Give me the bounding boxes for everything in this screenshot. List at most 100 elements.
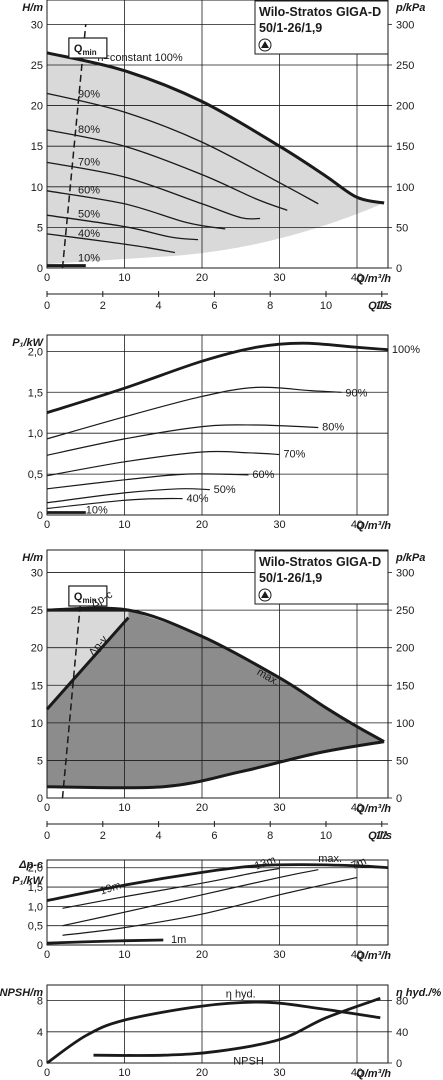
hq-control-y-tick: 0 [37,793,43,805]
hq-constant-label: 80% [78,124,100,136]
npsh-x-tick: 0 [44,1067,50,1079]
power-curve-70 [46,450,280,477]
power-y-tick: 0,5 [28,469,43,481]
hq-control-y-tick: 25 [31,605,43,617]
power-control-y-tick: 2,0 [28,863,43,875]
power-label: 90% [345,387,367,399]
hq-constant-x2-tick: 12 [376,300,388,312]
hq-constant-y-tick: 30 [31,19,43,31]
power-x-tick: 30 [273,519,285,531]
hq-constant-label: 90% [78,88,100,100]
hq-control-x-tick: 20 [196,802,208,814]
power-control-curve-13m [62,869,319,927]
hq-control-y-tick: 15 [31,680,43,692]
npsh-label-eta: η hyd. [226,988,256,1000]
hq-control-y-tick: 20 [31,643,43,655]
hq-constant-y-tick: 15 [31,141,43,153]
hq-control-y-tick: 10 [31,718,43,730]
hq-constant-xlabel: Q/m³/h [356,273,391,285]
power-control-ylabel-unit: P₁/kW [12,875,44,887]
npsh-y-tick: 8 [37,996,43,1008]
hq-control-x2-tick: 12 [376,830,388,842]
hq-control-qmin-box [68,585,108,607]
hq-constant-label: 40% [78,228,100,240]
hq-constant-x-tick: 40 [351,272,363,284]
hq-constant-y2-tick: 250 [396,60,414,72]
hq-control-x-tick: 0 [44,802,50,814]
power-curve-80 [46,424,319,456]
power-label: 60% [252,469,274,481]
power-control-frame [46,859,389,946]
hq-constant-label: n=constant 100% [97,52,183,64]
power-control-curve-7m [62,876,358,936]
hq-constant-y-tick: 5 [37,222,43,234]
hq-control-x2-tick: 6 [211,830,217,842]
power-label: 70% [283,449,305,461]
hq-control-x2-tick: 10 [320,830,332,842]
hq-constant-x2-tick: 10 [320,300,332,312]
power-control-y-tick: 1,0 [28,901,43,913]
hq-constant-x-tick: 0 [44,272,50,284]
power-label: 100% [392,344,420,356]
hq-control-title-box [254,550,389,605]
hq-control-curve-dpv [45,616,130,711]
hq-control-x2label: Q/l/s [368,830,392,842]
hq-constant-x2-tick: 2 [100,300,106,312]
hq-control-y-tick: 5 [37,755,43,767]
hq-control-qmin-line [61,587,83,799]
power-x-tick: 20 [196,519,208,531]
hq-constant-ylabel: H/m [22,2,43,14]
hq-constant-title-box [254,0,389,55]
hq-control-x2-tick: 4 [156,830,162,842]
power-label: 10% [86,504,108,516]
hq-control-wilo-triangle-icon [261,591,269,598]
hq-control-title-line2: 50/1-26/1,9 [259,571,322,585]
npsh-x-tick: 30 [273,1067,285,1079]
power-control-x-tick: 10 [118,949,130,961]
hq-control-x2-tick: 0 [44,830,50,842]
power-control-x-tick: 30 [273,949,285,961]
hq-constant-wilo-triangle-icon [261,41,269,48]
hq-control-y2-tick: 150 [396,680,414,692]
hq-control-x2-tick: 2 [100,830,106,842]
hq-constant-x-tick: 30 [273,272,285,284]
power-curve-40 [46,497,183,510]
power-label: 50% [214,484,236,496]
power-control-y-tick: 0,5 [28,921,43,933]
hq-constant-y2-tick: 100 [396,182,414,194]
hq-constant-title-line1: Wilo-Stratos GIGA-D [259,5,381,19]
npsh-y-tick: 0 [37,1058,43,1070]
hq-constant-y2-tick: 150 [396,141,414,153]
hq-control-x-tick: 30 [273,802,285,814]
hq-constant-y-tick: 25 [31,60,43,72]
power-control-label: 7m [349,855,368,872]
hq-control-x-tick: 10 [118,802,130,814]
hq-control-curve-min [46,740,385,790]
power-control-label: 19m [98,880,122,898]
hq-constant-x2-tick: 0 [44,300,50,312]
hq-constant-curve-90 [46,92,319,205]
power-y-tick: 1,5 [28,387,43,399]
power-control-label: 1m [171,934,186,946]
hq-control-xlabel: Q/m³/h [356,803,391,815]
hq-control-y2-tick: 100 [396,718,414,730]
hq-constant-curve-40 [46,233,176,254]
hq-constant-curve-80 [46,129,288,211]
npsh-xlabel: Q/m³/h [356,1068,391,1080]
power-control-y-tick: 0 [37,940,43,952]
npsh-x-tick: 40 [351,1067,363,1079]
hq-constant-curve-60 [46,190,226,230]
hq-control-y2-tick: 300 [396,568,414,580]
hq-constant-curve-70 [46,161,261,220]
hq-control-y2-tick: 0 [396,793,402,805]
npsh-y2label: η hyd./% [396,987,441,999]
hq-control-y2-tick: 50 [396,755,408,767]
npsh-y2-tick: 80 [396,996,408,1008]
hq-constant-x2-tick: 4 [156,300,162,312]
npsh-label-npsh: NPSH [233,1056,264,1068]
power-x-tick: 40 [351,519,363,531]
npsh-curve-hyd [46,1000,381,1065]
hq-constant-label: 10% [78,253,100,265]
hq-constant-y-tick: 0 [37,263,43,275]
hq-constant-x2-tick: 8 [267,300,273,312]
